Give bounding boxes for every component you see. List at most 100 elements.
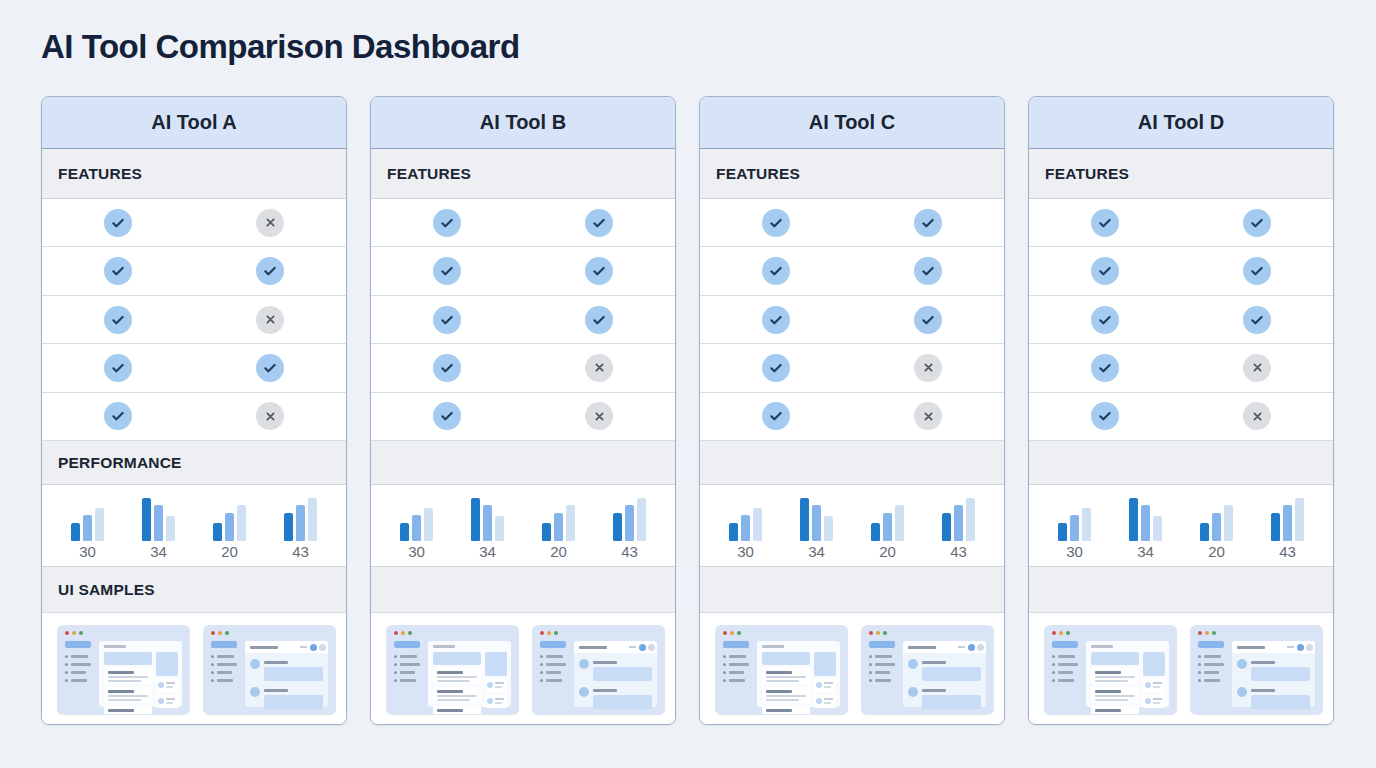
feature-cell	[1181, 402, 1333, 430]
features-section-label: FEATURES	[716, 165, 800, 183]
mock-nav-item	[723, 671, 753, 674]
ui-sample-chat-thumbnail	[862, 626, 993, 714]
mock-widget-card	[485, 695, 507, 708]
mock-chat-name-line	[264, 661, 288, 664]
mock-nav-item	[869, 671, 899, 674]
ui-samples-section-header	[700, 567, 1004, 613]
mock-chat-name-line	[593, 689, 617, 692]
traffic-lights-icon	[1052, 631, 1070, 635]
mock-content-card	[1091, 668, 1139, 684]
bar	[1212, 513, 1221, 541]
check-icon	[104, 402, 132, 430]
performance-section-label: PERFORMANCE	[58, 454, 182, 472]
feature-cell	[42, 354, 194, 382]
feature-row	[42, 247, 346, 295]
check-icon	[762, 402, 790, 430]
check-icon	[256, 354, 284, 382]
mock-nav-item	[1052, 663, 1082, 666]
cross-icon	[914, 354, 942, 382]
mock-nav-item	[65, 663, 95, 666]
mock-nav-item	[540, 655, 570, 658]
ui-samples-row	[700, 613, 1004, 724]
bar	[213, 523, 222, 541]
features-section-header: FEATURES	[371, 149, 675, 199]
feature-row	[371, 199, 675, 247]
feature-cell	[42, 257, 194, 285]
bar	[471, 498, 480, 541]
check-icon	[762, 209, 790, 237]
traffic-lights-icon	[211, 631, 229, 635]
feature-row	[42, 344, 346, 392]
mock-main-area	[99, 641, 182, 707]
feature-cell	[523, 402, 675, 430]
feature-cell	[523, 354, 675, 382]
bar-group-bars	[142, 495, 175, 541]
check-icon	[1243, 306, 1271, 334]
bar-group-bars	[1129, 495, 1162, 541]
mock-hero-banner	[1091, 652, 1139, 665]
bar-group-bars	[613, 495, 646, 541]
feature-row	[371, 393, 675, 441]
check-icon	[104, 257, 132, 285]
bar-group-label: 34	[150, 543, 167, 560]
dashboard-page: AI Tool Comparison Dashboard AI Tool A F…	[0, 0, 1376, 725]
mock-nav-item	[1198, 679, 1228, 682]
mock-side-panel	[1143, 652, 1165, 676]
check-icon	[585, 257, 613, 285]
feature-row	[371, 344, 675, 392]
bar	[1271, 513, 1280, 541]
yellow-dot-icon	[876, 631, 880, 635]
check-icon	[585, 209, 613, 237]
bar	[142, 498, 151, 541]
green-dot-icon	[225, 631, 229, 635]
bar	[542, 523, 551, 541]
features-section-label: FEATURES	[387, 165, 471, 183]
cross-icon	[256, 306, 284, 334]
feature-cell	[852, 402, 1004, 430]
feature-cell	[371, 354, 523, 382]
bar-group: 20	[523, 495, 594, 566]
mock-nav-item	[394, 663, 424, 666]
mock-hero-banner	[762, 652, 810, 665]
mock-content-card	[1091, 706, 1139, 714]
feature-row	[1029, 296, 1333, 344]
mock-nav-item	[65, 671, 95, 674]
feature-cell	[523, 257, 675, 285]
red-dot-icon	[1052, 631, 1056, 635]
feature-row	[700, 247, 1004, 295]
green-dot-icon	[1066, 631, 1070, 635]
feature-cell	[194, 354, 346, 382]
mock-toolbar	[1232, 641, 1315, 653]
feature-row	[1029, 393, 1333, 441]
feature-row	[1029, 344, 1333, 392]
mock-main-area	[574, 641, 657, 707]
mock-widget-card	[814, 695, 836, 708]
bar	[824, 516, 833, 541]
bar-group-label: 34	[479, 543, 496, 560]
bar	[1129, 498, 1138, 541]
mock-chat-bubble	[922, 695, 981, 709]
feature-cell	[42, 402, 194, 430]
mock-chat-bubble	[264, 695, 323, 709]
red-dot-icon	[1198, 631, 1202, 635]
mock-nav-item	[211, 663, 241, 666]
cross-icon	[914, 402, 942, 430]
feature-row	[700, 344, 1004, 392]
ui-sample-dashboard-thumbnail	[1045, 626, 1176, 714]
feature-cell	[42, 306, 194, 334]
feature-cell	[852, 306, 1004, 334]
bar-group: 30	[710, 495, 781, 566]
performance-section-header	[371, 441, 675, 485]
features-section-header: FEATURES	[700, 149, 1004, 199]
ui-sample-chat-thumbnail	[533, 626, 664, 714]
features-section-header: FEATURES	[1029, 149, 1333, 199]
mock-chat-name-line	[264, 689, 288, 692]
check-icon	[914, 257, 942, 285]
cross-icon	[256, 209, 284, 237]
bar	[412, 515, 421, 541]
bar-group-label: 20	[550, 543, 567, 560]
mock-sidebar	[869, 641, 899, 707]
bar	[400, 523, 409, 541]
bar-group-bars	[400, 495, 433, 541]
feature-cell	[1029, 402, 1181, 430]
